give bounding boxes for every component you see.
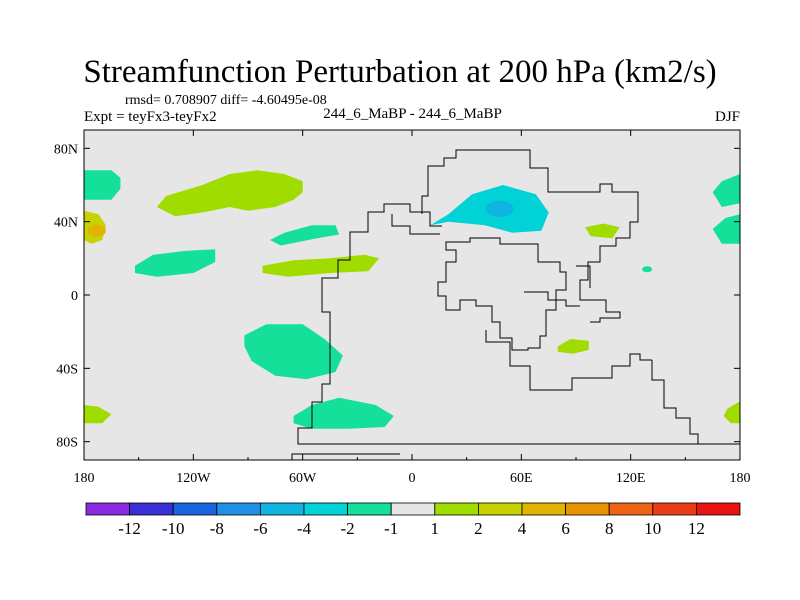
contour-region-12	[712, 174, 740, 207]
season-label: DJF	[714, 109, 740, 125]
coastline-island	[291, 453, 400, 460]
y-tick-label: 40S	[56, 362, 78, 377]
colorbar-label: -12	[118, 519, 141, 538]
colorbar-label: 12	[688, 519, 705, 538]
colorbar-box	[85, 502, 130, 516]
colorbar-label: 10	[644, 519, 661, 538]
rmsd-diff-stats: rmsd= 0.708907 diff= -4.60495e-08	[125, 93, 327, 108]
colorbar-box	[477, 502, 523, 516]
colorbar-box	[390, 502, 436, 516]
plot-background	[84, 130, 740, 460]
colorbar: -12 -10 -8 -6 -4 -2 -1 1 2 4 6 8 10 12	[85, 502, 741, 538]
colorbar-box	[652, 502, 697, 516]
colorbar-label: -2	[341, 519, 355, 538]
colorbar-label: -4	[297, 519, 312, 538]
colorbar-box	[434, 502, 479, 516]
colorbar-box	[608, 502, 654, 516]
colorbar-label: 6	[561, 519, 570, 538]
plot-area	[83, 129, 741, 461]
contour-region-15	[723, 401, 740, 424]
contour-region-14	[84, 405, 112, 424]
y-tick-label: 40N	[54, 216, 78, 231]
coastline-africa	[437, 237, 567, 351]
coastline-inner-1	[524, 291, 580, 307]
x-tick-label: 60W	[289, 471, 317, 486]
colorbar-box	[303, 502, 348, 516]
contour-region-4	[135, 249, 216, 277]
contour-core-positive	[87, 224, 106, 237]
x-tick-label: 120E	[616, 471, 646, 486]
y-tick-label: 80N	[54, 142, 78, 157]
colorbar-box	[216, 502, 261, 516]
coastline-southern-2	[651, 360, 699, 444]
contour-region-2	[84, 170, 121, 200]
x-tick-label: 120W	[176, 471, 211, 486]
colorbar-label: -8	[210, 519, 224, 538]
chart-title: Streamfunction Perturbation at 200 hPa (…	[83, 54, 717, 90]
contour-region-1	[156, 170, 303, 217]
contour-region-11	[557, 339, 589, 354]
x-axis: 180 120W 60W 0 60E 120E 180	[74, 130, 751, 486]
colorbar-label: -1	[384, 519, 398, 538]
colorbar-box	[347, 502, 392, 516]
colorbar-label: 8	[605, 519, 614, 538]
contour-region-5	[269, 225, 340, 246]
contour-region-13	[712, 214, 740, 244]
colorbar-label: -10	[162, 519, 185, 538]
x-tick-label: 0	[409, 471, 416, 486]
colorbar-label: -6	[253, 519, 267, 538]
x-tick-label: 60E	[510, 471, 533, 486]
colorbar-box	[565, 502, 610, 516]
coastline-americas	[297, 203, 740, 445]
contour-small-blob	[642, 266, 653, 273]
y-axis: 80N 40N 0 40S 80S	[54, 142, 740, 451]
coastline-inner-2	[576, 265, 591, 288]
y-tick-label: 0	[71, 289, 78, 304]
coastline-southern-3	[391, 214, 440, 235]
contour-region-10	[585, 223, 620, 239]
coastline-southern-1	[485, 330, 652, 391]
y-tick-label: 80S	[56, 436, 78, 451]
colorbar-box	[521, 502, 566, 516]
contour-region-8	[244, 324, 343, 380]
contour-core-negative	[485, 200, 514, 217]
colorbar-box	[172, 502, 218, 516]
colorbar-label: 1	[431, 519, 440, 538]
colorbar-box	[696, 502, 741, 516]
case-label: 244_6_MaBP - 244_6_MaBP	[323, 106, 502, 122]
contour-region-9	[293, 397, 394, 429]
coastline-eurasia	[421, 149, 639, 323]
x-tick-label: 180	[74, 471, 95, 486]
colorbar-box	[129, 502, 174, 516]
colorbar-box	[259, 502, 305, 516]
experiment-label: Expt = teyFx3-teyFx2	[84, 109, 217, 125]
colorbar-label: 2	[474, 519, 483, 538]
colorbar-label: 4	[518, 519, 527, 538]
x-tick-label: 180	[730, 471, 751, 486]
